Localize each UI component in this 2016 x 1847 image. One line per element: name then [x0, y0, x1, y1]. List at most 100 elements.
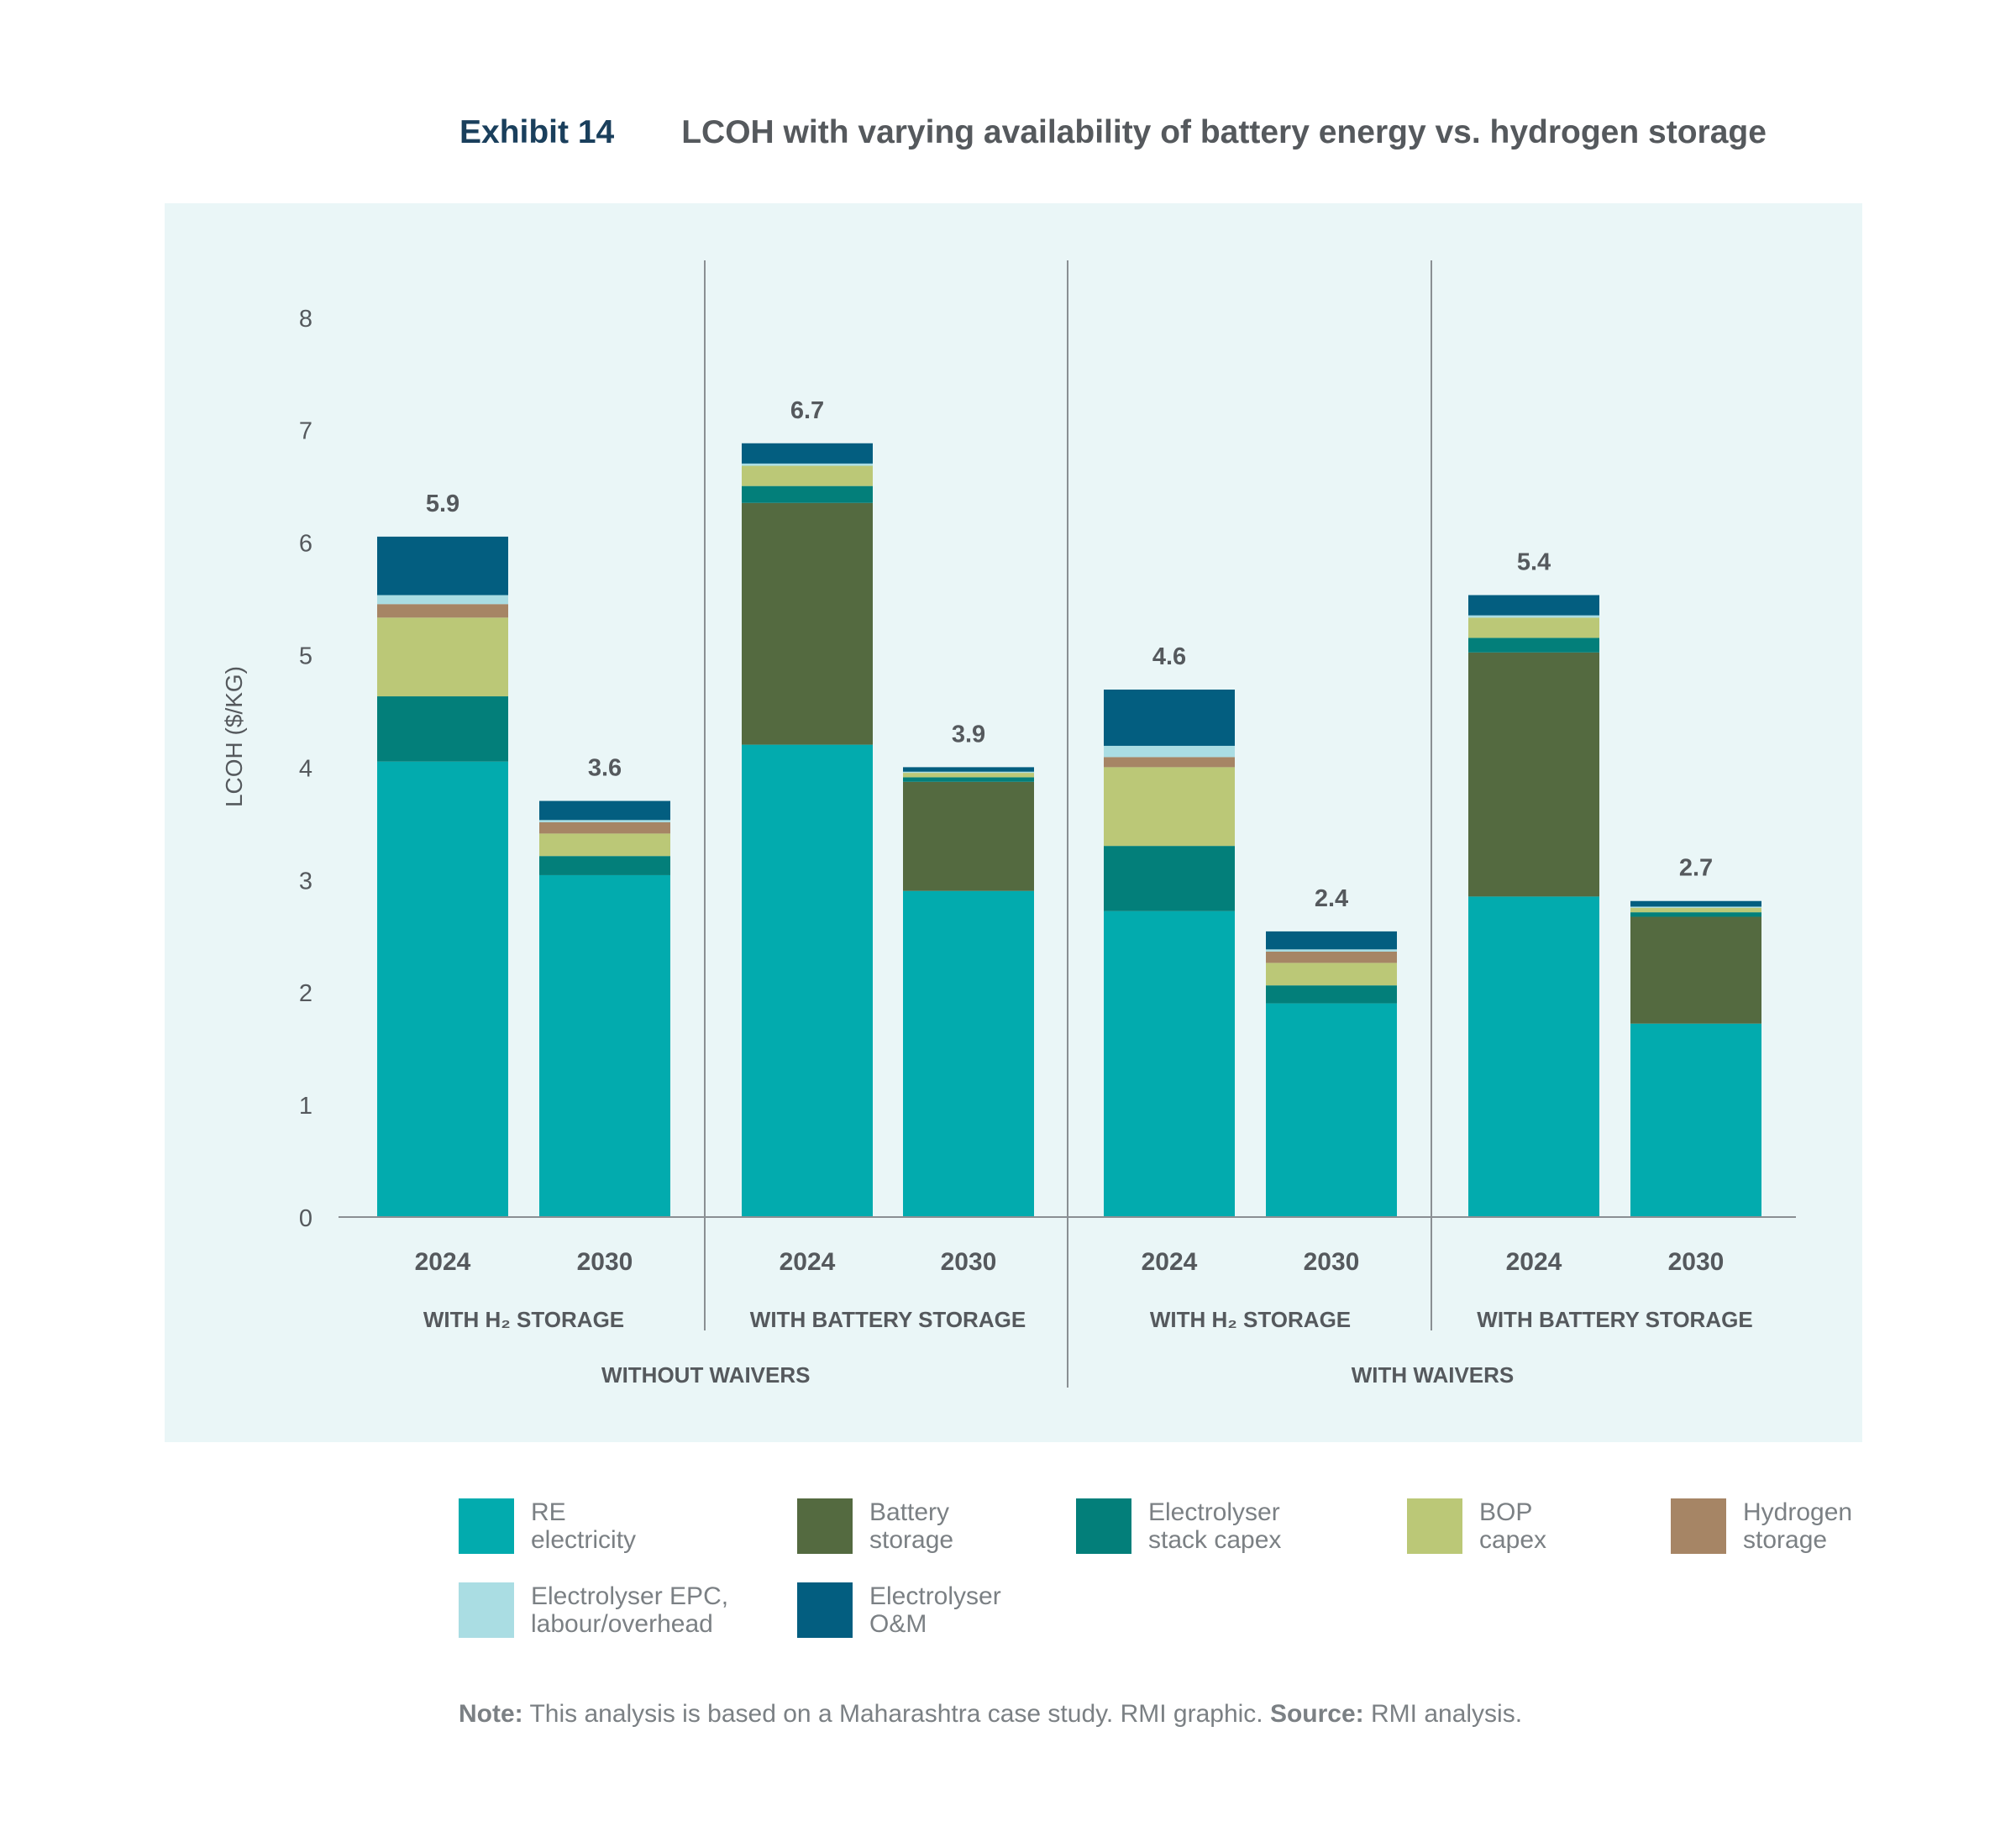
- x-tick-label: 2030: [577, 1248, 633, 1276]
- bar-segment: [377, 696, 508, 762]
- bar-segment: [1630, 1023, 1761, 1217]
- y-tick-label: 8: [299, 306, 312, 333]
- x-tick-label: 2024: [1142, 1248, 1198, 1276]
- bar-segment: [539, 800, 670, 821]
- bar-segment: [1104, 846, 1235, 911]
- bar-segment: [377, 536, 508, 596]
- legend-swatch: [1671, 1498, 1726, 1554]
- legend-label-line: O&M: [869, 1610, 927, 1638]
- bar-segment: [1630, 912, 1761, 917]
- bar-segment: [742, 502, 873, 745]
- bar-segment: [742, 485, 873, 503]
- bar-segment: [1468, 896, 1599, 1217]
- bar-segment: [742, 465, 873, 486]
- bar-segment: [1468, 595, 1599, 616]
- bar-segment: [539, 833, 670, 857]
- bar-segment: [903, 773, 1034, 778]
- legend-label-line: Electrolyser EPC,: [531, 1582, 729, 1610]
- bar-segment: [1266, 931, 1397, 950]
- legend-label: Electrolyser stack capex: [1148, 1498, 1400, 1554]
- legend: RE electricity Battery storage Electrolyse…: [459, 1498, 1971, 1650]
- bar-segment: [903, 777, 1034, 782]
- bar-segment: [1630, 900, 1761, 907]
- y-tick-label: 4: [299, 755, 312, 782]
- bar-segment: [742, 463, 873, 466]
- bar-segment: [1630, 907, 1761, 913]
- bar-total-label: 2.7: [1679, 855, 1713, 882]
- bar-segment: [377, 761, 508, 1217]
- x-tick-label: 2024: [1506, 1248, 1562, 1276]
- legend-label-line: BOP: [1479, 1498, 1533, 1526]
- bar-segment: [903, 781, 1034, 891]
- y-tick-label: 2: [299, 980, 312, 1007]
- bar-segment: [1104, 690, 1235, 746]
- y-tick-label: 6: [299, 531, 312, 558]
- bar-segment: [1468, 615, 1599, 618]
- legend-label-line: Electrolyser: [1148, 1498, 1280, 1526]
- x-tick-label: 2030: [941, 1248, 997, 1276]
- bar-segment: [1630, 906, 1761, 908]
- bar-segment: [903, 771, 1034, 774]
- x-tick-label: 2030: [1668, 1248, 1725, 1276]
- y-tick-label: 5: [299, 643, 312, 670]
- bar-segment: [377, 604, 508, 618]
- bar-total-label: 3.6: [588, 755, 622, 782]
- chart-panel: 0 1 2 3 4 5 6 7 8 LCOH ($/KG) 5.9 2024 3.6 2030 6.7 202…: [165, 203, 1862, 1442]
- legend-label-line: Battery: [869, 1498, 950, 1526]
- y-tick-label: 7: [299, 418, 312, 445]
- legend-label: Battery storage: [869, 1498, 1121, 1554]
- bar-segment: [539, 820, 670, 823]
- legend-label-line: Hydrogen: [1743, 1498, 1853, 1526]
- bar-segment: [377, 617, 508, 697]
- legend-label-line: stack capex: [1148, 1526, 1282, 1554]
- bar-total-label: 2.4: [1315, 885, 1348, 912]
- legend-swatch: [1076, 1498, 1131, 1554]
- bar-segment: [742, 744, 873, 1217]
- legend-label: BOP capex: [1479, 1498, 1731, 1554]
- subgroup-label: WITH H₂ STORAGE: [423, 1307, 624, 1332]
- x-tick-label: 2024: [780, 1248, 836, 1276]
- bar-segment: [1630, 916, 1761, 1024]
- exhibit-label: Exhibit 14: [459, 114, 615, 150]
- exhibit-header: Exhibit 14 LCOH with varying availability…: [459, 114, 1887, 165]
- source-label: Source:: [1269, 1700, 1364, 1728]
- chart-title: LCOH with varying availability of batter…: [681, 114, 1767, 150]
- legend-label-line: Electrolyser: [869, 1582, 1001, 1610]
- bar-segment: [903, 767, 1034, 772]
- legend-label: Electrolyser EPC, labour/overhead: [531, 1582, 783, 1638]
- bar-segment: [1468, 652, 1599, 897]
- legend-label-line: RE: [531, 1498, 566, 1526]
- legend-label: RE electricity: [531, 1498, 783, 1554]
- bar-segment: [742, 443, 873, 464]
- legend-label: Hydrogen storage: [1743, 1498, 1995, 1554]
- legend-swatch: [459, 1498, 514, 1554]
- bar-segment: [539, 856, 670, 875]
- legend-label-line: storage: [869, 1526, 954, 1554]
- group-label: WITH WAIVERS: [1352, 1362, 1515, 1388]
- x-tick-label: 2024: [415, 1248, 471, 1276]
- bar-segment: [539, 822, 670, 834]
- legend-label-line: capex: [1479, 1526, 1547, 1554]
- bar-total-label: 5.4: [1517, 549, 1551, 576]
- chart: 0 1 2 3 4 5 6 7 8 LCOH ($/KG) 5.9 2024 3.6 2030 6.7 202…: [221, 260, 1796, 1388]
- legend-swatch: [797, 1582, 853, 1638]
- bar-total-label: 5.9: [426, 491, 459, 517]
- note-label: Note:: [459, 1700, 523, 1728]
- y-axis-label: LCOH ($/KG): [221, 666, 247, 807]
- legend-label: Electrolyser O&M: [869, 1582, 1121, 1638]
- bar-total-label: 4.6: [1152, 643, 1186, 670]
- bar-total-label: 6.7: [790, 397, 824, 424]
- x-tick-label: 2030: [1304, 1248, 1360, 1276]
- bar-segment: [1266, 949, 1397, 952]
- y-tick-label: 3: [299, 868, 312, 895]
- bar-segment: [1104, 910, 1235, 1217]
- source-text: RMI analysis.: [1363, 1700, 1523, 1728]
- subgroup-label: WITH H₂ STORAGE: [1150, 1307, 1351, 1332]
- subgroup-label: WITH BATTERY STORAGE: [1477, 1307, 1752, 1332]
- legend-swatch: [459, 1582, 514, 1638]
- bar-segment: [539, 874, 670, 1217]
- legend-swatch: [797, 1498, 853, 1554]
- bar-segment: [1104, 767, 1235, 847]
- legend-label-line: storage: [1743, 1526, 1828, 1554]
- legend-label-line: electricity: [531, 1526, 637, 1554]
